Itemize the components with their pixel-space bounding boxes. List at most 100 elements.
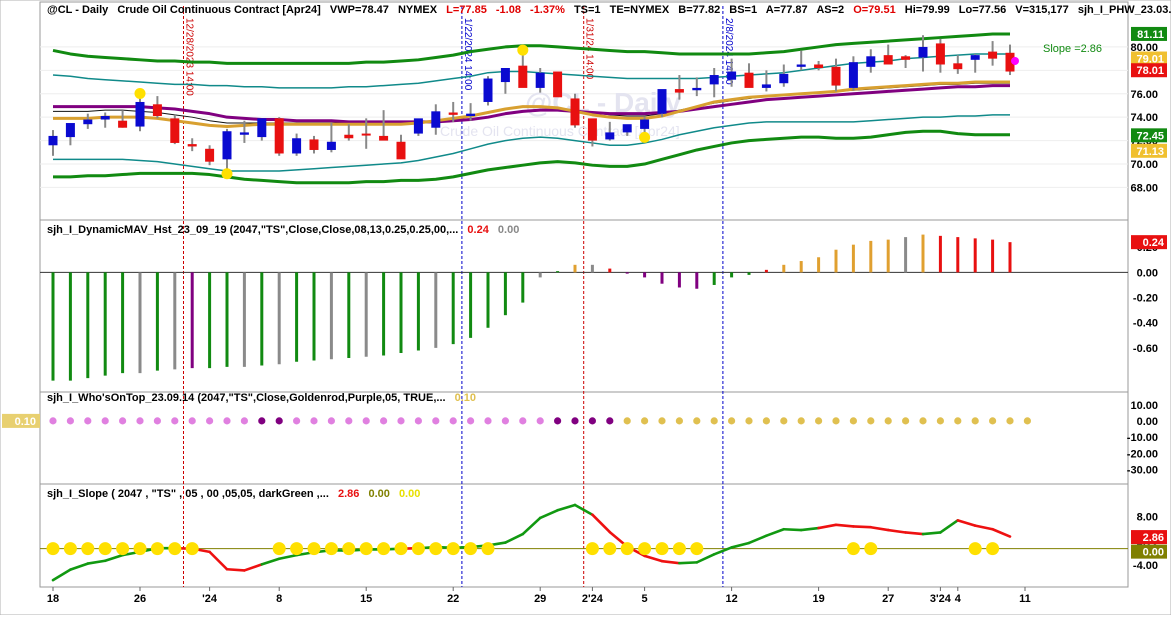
whos-on-top-dot — [171, 417, 178, 424]
candle-body — [553, 72, 562, 98]
candle-body — [397, 142, 406, 160]
slope-zero-marker — [151, 542, 164, 555]
candle-body — [588, 118, 597, 140]
whos-on-top-dot — [415, 417, 422, 424]
price-y-tick: 70.00 — [1130, 159, 1158, 171]
whos-on-top-dot — [641, 417, 648, 424]
candle-body — [692, 88, 701, 90]
slope-last-label: 2.86 — [1143, 532, 1164, 544]
slope-zero-marker — [186, 542, 199, 555]
candle-body — [710, 75, 719, 84]
x-axis-label: 8 — [276, 593, 282, 605]
whos-on-top-dot — [84, 417, 91, 424]
whos-on-top-y-tick: -20.00 — [1127, 448, 1158, 460]
candle-body — [83, 120, 92, 125]
whos-on-top-y-tick: 10.00 — [1130, 400, 1158, 412]
candle-body — [745, 73, 754, 88]
candle-body — [344, 135, 353, 139]
whos-on-top-left-label: 0.10 — [15, 416, 36, 428]
candle-body — [292, 138, 301, 153]
x-axis-label: 22 — [447, 593, 459, 605]
whos-on-top-dot — [363, 417, 370, 424]
x-axis-label: 11 — [1019, 593, 1031, 605]
whos-on-top-dot — [328, 417, 335, 424]
slope-zero-marker — [656, 542, 669, 555]
price-last-label: 78.01 — [1136, 65, 1164, 77]
candle-body — [675, 89, 684, 93]
whos-on-top-dot — [119, 417, 126, 424]
slope-line-segment — [836, 525, 853, 527]
slope-zero-marker — [308, 542, 321, 555]
whos-on-top-dot — [397, 417, 404, 424]
candle-body — [484, 79, 493, 102]
whos-on-top-dot — [1006, 417, 1013, 424]
whos-on-top-dot — [432, 417, 439, 424]
price-last-label: 72.45 — [1136, 130, 1164, 142]
x-axis-label: 4 — [955, 593, 962, 605]
x-axis-label: 27 — [882, 593, 894, 605]
slope-zero-label: 0.00 — [1143, 547, 1164, 559]
whos-on-top-title-text: sjh_I_Who'sOnTop_23.09.14 (2047,"TS",Clo… — [47, 392, 446, 404]
slope-zero-marker — [586, 542, 599, 555]
slope-zero-marker — [603, 542, 616, 555]
candle-body — [779, 74, 788, 83]
candle-body — [866, 56, 875, 67]
candle-body — [223, 131, 232, 159]
swing-high-marker — [517, 45, 528, 56]
candle-body — [449, 113, 458, 115]
header-symbol: @CL - Daily — [47, 4, 109, 16]
x-axis-label: 26 — [134, 593, 146, 605]
slope-zero-marker — [81, 542, 94, 555]
candle-body — [379, 136, 388, 141]
whos-on-top-dot — [450, 417, 457, 424]
slope-y-tick: 8.00 — [1137, 511, 1158, 523]
whos-on-top-dot — [310, 417, 317, 424]
slope-zero-marker — [134, 542, 147, 555]
chart-header: @CL - Daily Crude Oil Continuous Contrac… — [47, 4, 1171, 16]
histogram-y-tick: -0.40 — [1133, 318, 1158, 330]
slope-zero-marker — [986, 542, 999, 555]
candle-body — [170, 118, 179, 143]
whos-on-top-dot — [206, 417, 213, 424]
whos-on-top-dot — [780, 417, 787, 424]
candle-body — [727, 72, 736, 80]
x-axis-label: 3'24 — [930, 593, 952, 605]
candle-body — [953, 63, 962, 69]
candle-body — [118, 121, 127, 128]
histogram-value-1: 0.24 — [467, 224, 489, 236]
slope-zero-marker — [168, 542, 181, 555]
header-bid-size: BS=1 — [729, 4, 757, 16]
whos-on-top-dot — [919, 417, 926, 424]
whos-on-top-dot — [502, 417, 509, 424]
candle-body — [518, 66, 527, 88]
candle-body — [188, 144, 197, 146]
histogram-title-text: sjh_I_DynamicMAV_Hst_23_09_19 (2047,"TS"… — [47, 224, 458, 236]
slope-title-text: sjh_I_Slope ( 2047 , "TS" , 05 , 00 ,05,… — [47, 488, 329, 500]
x-axis-label: 18 — [47, 593, 59, 605]
candle-body — [762, 84, 771, 88]
whos-on-top-dot — [624, 417, 631, 424]
whos-on-top-dot — [258, 417, 265, 424]
header-ts: TS=1 — [574, 4, 601, 16]
whos-on-top-dot — [293, 417, 300, 424]
slope-zero-marker — [64, 542, 77, 555]
slope-zero-marker — [638, 542, 651, 555]
whos-on-top-dot — [223, 417, 230, 424]
candle-body — [362, 134, 371, 136]
header-change-pct: -1.37% — [530, 4, 565, 16]
slope-zero-marker — [429, 542, 442, 555]
x-axis-label: 2'24 — [582, 593, 604, 605]
slope-zero-marker — [377, 542, 390, 555]
whos-on-top-dot — [554, 417, 561, 424]
whos-on-top-dot — [885, 417, 892, 424]
slope-zero-marker — [864, 542, 877, 555]
price-last-label: 71.13 — [1136, 146, 1164, 158]
histogram-last-label: 0.24 — [1143, 237, 1165, 249]
slope-line-segment — [923, 532, 940, 534]
whos-on-top-dot — [537, 417, 544, 424]
slope-line-segment — [227, 569, 244, 570]
swing-high-marker — [135, 88, 146, 99]
header-bid: B=77.82 — [678, 4, 720, 16]
